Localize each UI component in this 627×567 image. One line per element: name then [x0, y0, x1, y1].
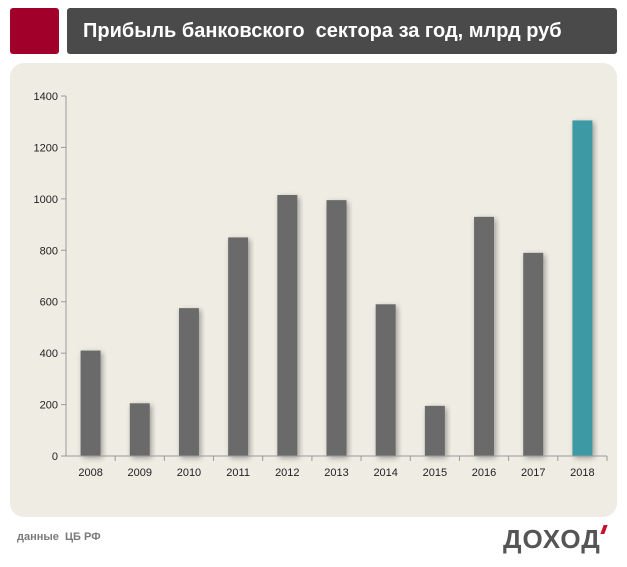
y-tick-label: 200	[40, 400, 58, 412]
x-tick-label-2008: 2008	[78, 467, 102, 479]
brand-logo-text: ДОХОД	[503, 524, 601, 554]
bar-2018	[572, 120, 593, 456]
y-tick-label: 400	[40, 348, 58, 360]
x-tick-label-2017: 2017	[521, 467, 545, 479]
x-tick-label-2012: 2012	[275, 467, 299, 479]
x-tick-label-2010: 2010	[177, 467, 201, 479]
y-tick-label: 0	[52, 451, 58, 463]
bar-2010	[178, 308, 199, 456]
x-tick-label-2016: 2016	[472, 467, 496, 479]
x-tick-label-2014: 2014	[373, 467, 397, 479]
bar-2016	[474, 216, 495, 456]
bar-2011	[228, 237, 249, 456]
bar-2009	[129, 403, 150, 456]
bars	[80, 120, 593, 456]
x-tick-label-2015: 2015	[423, 467, 447, 479]
bar-2008	[80, 350, 101, 456]
bar-2017	[523, 252, 544, 456]
logo-square	[10, 8, 59, 54]
x-tick-label-2013: 2013	[324, 467, 348, 479]
bar-2012	[277, 195, 298, 456]
x-tick-label-2009: 2009	[128, 467, 152, 479]
y-tick-label: 800	[40, 245, 58, 257]
x-tick-label-2018: 2018	[570, 467, 594, 479]
x-tick-label-2011: 2011	[226, 467, 250, 479]
x-axis-ticks: 2008 2009 2010 2011 2012 2013 2014 2015 2016 2017…	[78, 456, 608, 479]
bar-2015	[424, 405, 445, 456]
y-tick-label: 1200	[34, 142, 58, 154]
chart-panel: 0 200 400 600 800 1000 1200 1400 2008 2009 2010 20…	[10, 63, 617, 517]
y-tick-label: 1000	[34, 194, 58, 206]
y-axis-ticks: 0 200 400 600 800 1000 1200 1400	[34, 91, 66, 463]
y-tick-label: 600	[40, 297, 58, 309]
y-tick-label: 1400	[34, 91, 58, 103]
chart-title: Прибыль банковского сектора за год, млрд…	[67, 8, 617, 54]
bar-2014	[375, 304, 396, 456]
bar-2013	[326, 200, 347, 456]
source-note: данные ЦБ РФ	[17, 531, 101, 543]
brand-accent-mark	[600, 525, 608, 534]
